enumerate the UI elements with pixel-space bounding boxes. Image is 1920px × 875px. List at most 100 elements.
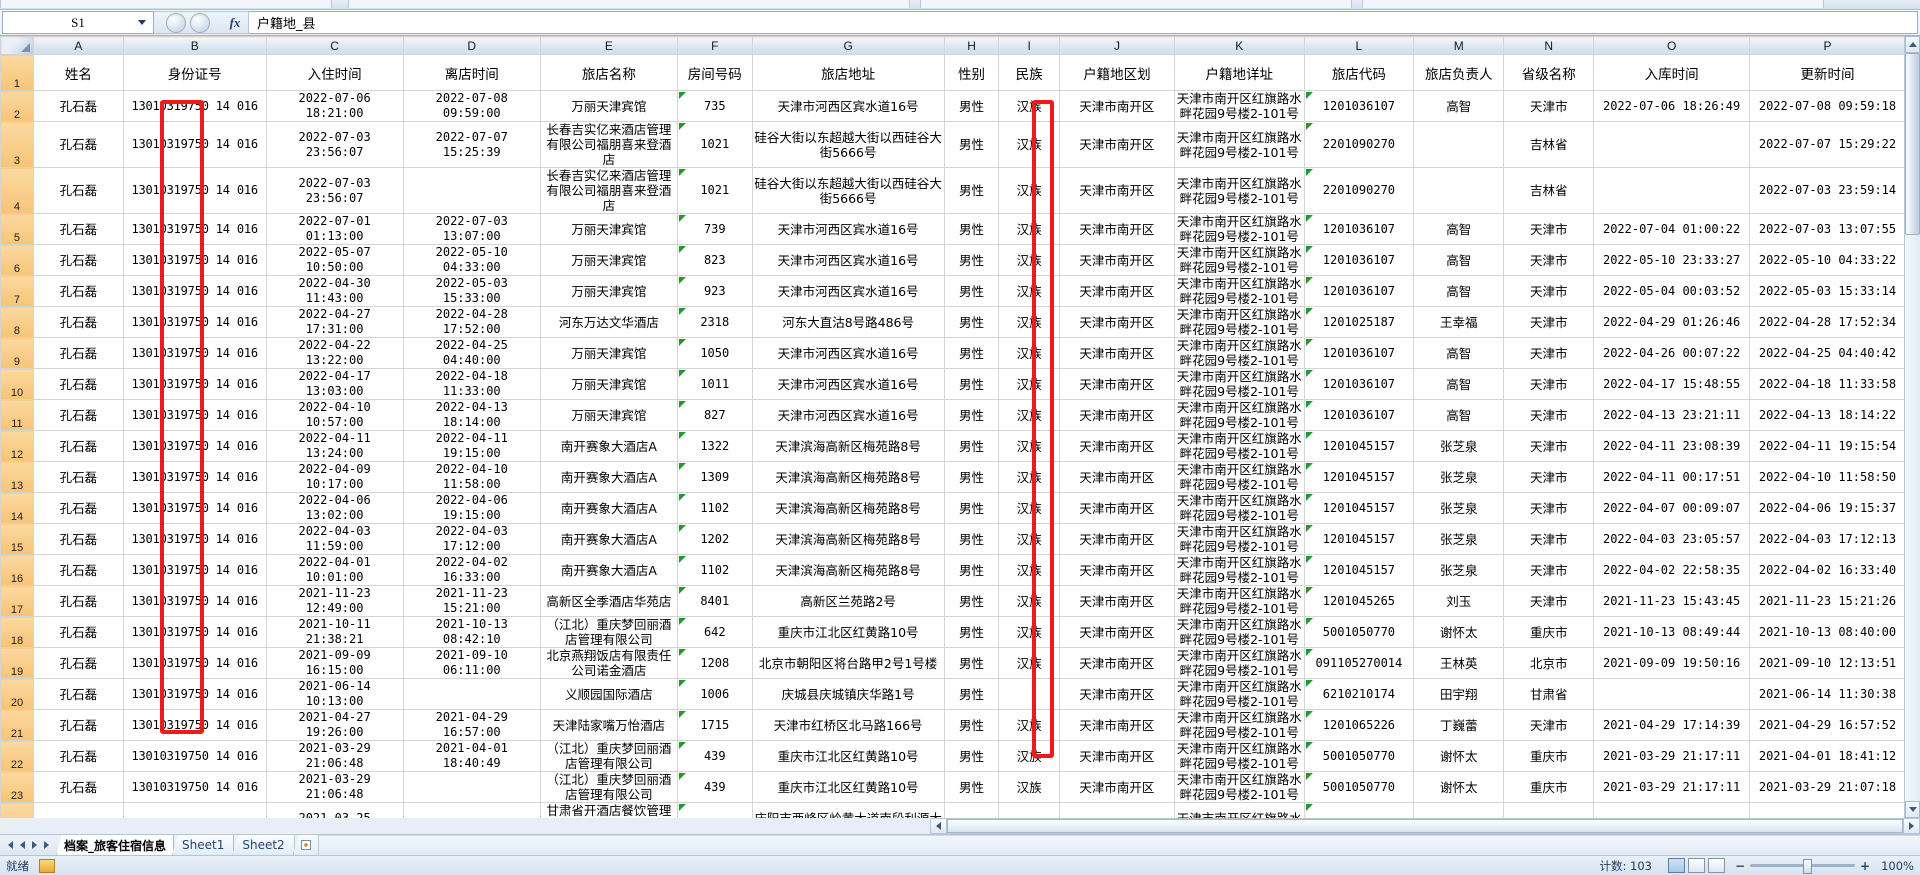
row-header-22[interactable]: 22: [0, 740, 34, 772]
scroll-left-button[interactable]: [931, 819, 947, 833]
cell-f11[interactable]: 827: [676, 399, 753, 431]
cell-h13[interactable]: 男性: [943, 461, 1000, 493]
cell-h21[interactable]: 男性: [943, 709, 1000, 741]
cell-k16[interactable]: 天津市南开区红旗路水畔花园9号楼2-101号: [1174, 554, 1305, 586]
zoom-out-icon[interactable]: −: [1735, 858, 1746, 873]
cell-p18[interactable]: 2021-10-13 08:40:00: [1749, 616, 1906, 648]
cell-a9[interactable]: 孔石磊: [32, 337, 124, 369]
column-header-p[interactable]: P: [1749, 36, 1906, 55]
cell-e20[interactable]: 义顺园国际酒店: [539, 678, 678, 710]
cell-n22[interactable]: 重庆市: [1503, 740, 1595, 772]
cell-l21[interactable]: 1201065226: [1303, 709, 1415, 741]
cell-h8[interactable]: 男性: [943, 306, 1000, 338]
cell-d12[interactable]: 2022-04-11 19:15:00: [402, 430, 541, 462]
cell-h4[interactable]: 男性: [943, 167, 1000, 214]
cell-a15[interactable]: 孔石磊: [32, 523, 124, 555]
cell-e11[interactable]: 万丽天津宾馆: [539, 399, 678, 431]
cell-j20[interactable]: 天津市南开区: [1058, 678, 1176, 710]
cell-c20[interactable]: 2021-06-14 10:13:00: [265, 678, 404, 710]
cell-j24[interactable]: 天津市南开区: [1058, 802, 1176, 818]
cell-j12[interactable]: 天津市南开区: [1058, 430, 1176, 462]
cell-g12[interactable]: 天津滨海高新区梅苑路8号: [751, 430, 945, 462]
cell-f16[interactable]: 1102: [676, 554, 753, 586]
cell-g9[interactable]: 天津市河西区宾水道16号: [751, 337, 945, 369]
insert-function-icon[interactable]: fx: [222, 11, 249, 34]
cell-p6[interactable]: 2022-05-10 04:33:22: [1749, 244, 1906, 276]
cell-a14[interactable]: 孔石磊: [32, 492, 124, 524]
column-title-cell[interactable]: 入库时间: [1593, 54, 1751, 91]
cell-b18[interactable]: 13010319750 14 016: [122, 616, 267, 648]
cell-h6[interactable]: 男性: [943, 244, 1000, 276]
cell-f24[interactable]: 1709: [676, 802, 753, 818]
cell-k19[interactable]: 天津市南开区红旗路水畔花园9号楼2-101号: [1174, 647, 1305, 679]
cell-b13[interactable]: 13010319750 14 016: [122, 461, 267, 493]
cell-n5[interactable]: 天津市: [1503, 213, 1595, 245]
cell-i13[interactable]: 汉族: [998, 461, 1060, 493]
cell-m5[interactable]: 高智: [1413, 213, 1505, 245]
cell-m17[interactable]: 刘玉: [1413, 585, 1505, 617]
cell-h23[interactable]: 男性: [943, 771, 1000, 803]
cell-j9[interactable]: 天津市南开区: [1058, 337, 1176, 369]
cell-c17[interactable]: 2021-11-23 12:49:00: [265, 585, 404, 617]
cell-a2[interactable]: 孔石磊: [32, 90, 124, 122]
column-header-b[interactable]: B: [122, 36, 267, 55]
cell-g22[interactable]: 重庆市江北区红黄路10号: [751, 740, 945, 772]
page-layout-view-icon[interactable]: [1688, 858, 1705, 873]
cell-m8[interactable]: 王幸福: [1413, 306, 1505, 338]
cell-d24[interactable]: [402, 802, 541, 818]
cell-i24[interactable]: 汉族: [998, 802, 1060, 818]
cell-e4[interactable]: 长春吉实亿来酒店管理有限公司福朋喜来登酒店: [539, 167, 678, 214]
cell-o21[interactable]: 2021-04-29 17:14:39: [1593, 709, 1751, 741]
cell-o20[interactable]: [1593, 678, 1751, 710]
cell-j6[interactable]: 天津市南开区: [1058, 244, 1176, 276]
cell-b6[interactable]: 13010319750 14 016: [122, 244, 267, 276]
column-title-cell[interactable]: 旅店负责人: [1413, 54, 1505, 91]
cell-j10[interactable]: 天津市南开区: [1058, 368, 1176, 400]
macro-record-icon[interactable]: [39, 858, 55, 873]
row-header-23[interactable]: 23: [0, 771, 34, 803]
cell-h7[interactable]: 男性: [943, 275, 1000, 307]
row-header-19[interactable]: 19: [0, 647, 34, 679]
column-title-cell[interactable]: 旅店代码: [1303, 54, 1415, 91]
cell-m9[interactable]: 高智: [1413, 337, 1505, 369]
cell-o16[interactable]: 2022-04-02 22:58:35: [1593, 554, 1751, 586]
sheet-tab-sheet1[interactable]: Sheet1: [172, 835, 235, 855]
column-title-cell[interactable]: 旅店地址: [751, 54, 945, 91]
cell-m15[interactable]: 张芝泉: [1413, 523, 1505, 555]
cell-k4[interactable]: 天津市南开区红旗路水畔花园9号楼2-101号: [1174, 167, 1305, 214]
column-header-k[interactable]: K: [1174, 36, 1305, 55]
cell-c2[interactable]: 2022-07-06 18:21:00: [265, 90, 404, 122]
cell-m24[interactable]: 刘斌: [1413, 802, 1505, 818]
cell-a21[interactable]: 孔石磊: [32, 709, 124, 741]
cell-e5[interactable]: 万丽天津宾馆: [539, 213, 678, 245]
column-title-cell[interactable]: 姓名: [32, 54, 124, 91]
cell-h12[interactable]: 男性: [943, 430, 1000, 462]
cell-c3[interactable]: 2022-07-03 23:56:07: [265, 121, 404, 168]
vertical-scrollbar[interactable]: [1904, 36, 1920, 818]
cell-i11[interactable]: 汉族: [998, 399, 1060, 431]
zoom-knob[interactable]: [1802, 859, 1812, 874]
cell-k10[interactable]: 天津市南开区红旗路水畔花园9号楼2-101号: [1174, 368, 1305, 400]
cell-n3[interactable]: 吉林省: [1503, 121, 1595, 168]
cell-a22[interactable]: 孔石磊: [32, 740, 124, 772]
cell-e15[interactable]: 南开赛象大酒店A: [539, 523, 678, 555]
cell-j22[interactable]: 天津市南开区: [1058, 740, 1176, 772]
cell-h22[interactable]: 男性: [943, 740, 1000, 772]
cell-m10[interactable]: 高智: [1413, 368, 1505, 400]
cell-n12[interactable]: 天津市: [1503, 430, 1595, 462]
zoom-in-icon[interactable]: +: [1859, 858, 1870, 873]
cell-o4[interactable]: [1593, 167, 1751, 214]
cell-g16[interactable]: 天津滨海高新区梅苑路8号: [751, 554, 945, 586]
cell-d11[interactable]: 2022-04-13 18:14:00: [402, 399, 541, 431]
cell-b19[interactable]: 13010319750 14 016: [122, 647, 267, 679]
cell-l3[interactable]: 2201090270: [1303, 121, 1415, 168]
row-header-2[interactable]: 2: [0, 90, 34, 122]
cell-o9[interactable]: 2022-04-26 00:07:22: [1593, 337, 1751, 369]
cell-m2[interactable]: 高智: [1413, 90, 1505, 122]
cell-i14[interactable]: 汉族: [998, 492, 1060, 524]
cell-m16[interactable]: 张芝泉: [1413, 554, 1505, 586]
cell-i7[interactable]: 汉族: [998, 275, 1060, 307]
cell-i15[interactable]: 汉族: [998, 523, 1060, 555]
vertical-scroll-thumb[interactable]: [1905, 53, 1920, 235]
cell-p8[interactable]: 2022-04-28 17:52:34: [1749, 306, 1906, 338]
